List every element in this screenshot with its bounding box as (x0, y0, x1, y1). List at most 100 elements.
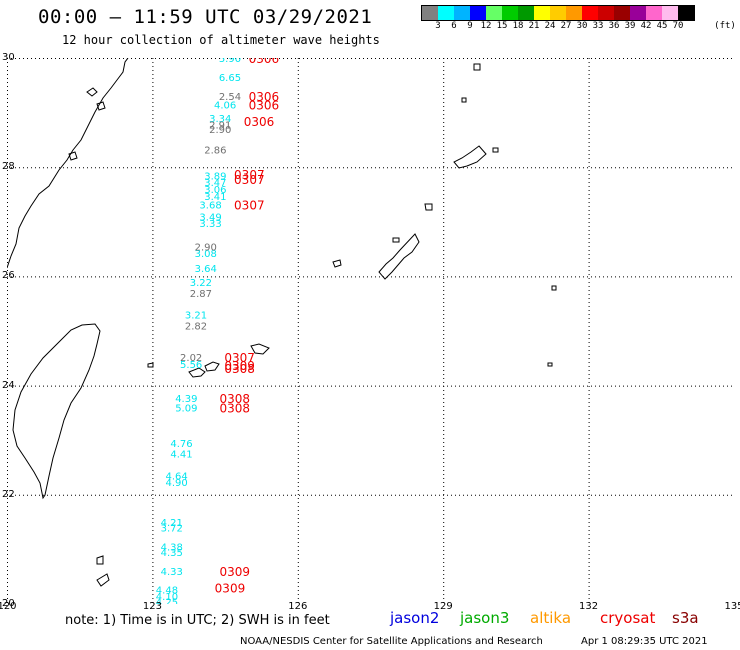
swh-value: 4.10 (156, 592, 178, 603)
color-bin-label: 9 (467, 21, 473, 31)
china-islet-3 (68, 151, 78, 161)
swh-value: 4.41 (170, 449, 192, 460)
color-bin (566, 6, 582, 20)
color-bin-label: 33 (592, 21, 604, 31)
swh-value: 3.68 (199, 200, 221, 211)
amami-island (453, 145, 487, 169)
pass-time-label: 0307 (224, 351, 255, 365)
axis-tick-label: 135 (724, 601, 740, 612)
color-bin (422, 6, 438, 20)
iriomote-island (204, 361, 220, 372)
swh-value: 3.08 (195, 249, 217, 260)
pass-time-label: 0308 (220, 392, 251, 406)
axis-tick-label: 28 (2, 161, 15, 173)
taiwan-coast (12, 323, 101, 500)
color-bin (598, 6, 614, 20)
swh-value: 5.90 (219, 58, 241, 65)
swh-value: 2.90 (195, 242, 217, 253)
swh-value: 3.33 (199, 219, 221, 230)
pass-time-label: 0309 (215, 582, 246, 596)
swh-value: 2.54 (219, 92, 241, 103)
swh-value: 3.34 (209, 114, 231, 125)
swh-value: 4.21 (161, 518, 183, 529)
axis-tick-label: 129 (433, 601, 453, 612)
axis-tick-label: 22 (2, 488, 15, 500)
okinawa-island (378, 233, 420, 280)
pass-time-labels: 0306030603060306030703070307030703090308… (215, 58, 279, 596)
swh-value: 3.49 (199, 212, 221, 223)
swh-observations: 5.90 6.65 4.06 3.34 3.893.473.063.413.683.49… (156, 58, 241, 604)
pass-time-label: 0308 (220, 401, 251, 415)
color-bin-label: 36 (608, 21, 620, 31)
color-bin (550, 6, 566, 20)
color-bin (678, 6, 694, 20)
color-bin (646, 6, 662, 20)
color-bin-label: 21 (528, 21, 540, 31)
axis-tick-label: 30 (2, 52, 15, 63)
color-bin-label: 27 (560, 21, 572, 31)
map-subtitle: 12 hour collection of altimeter wave hei… (62, 33, 380, 47)
coastlines (7, 58, 557, 587)
satellite-legend-item: jason3 (460, 609, 510, 627)
color-bin (582, 6, 598, 20)
swh-value: 2.90 (209, 125, 231, 136)
color-bin-label: 6 (451, 21, 457, 31)
lat-lon-grid (7, 58, 734, 604)
wave-height-color-scale (421, 5, 695, 21)
map-title: 00:00 – 11:59 UTC 03/29/2021 (38, 6, 373, 28)
swh-value: 4.38 (161, 543, 183, 554)
color-bin-label: 15 (496, 21, 508, 31)
altimeter-map: 5.90 6.65 4.06 3.34 3.893.473.063.413.683.49… (7, 58, 734, 604)
pass-time-label: 0306 (249, 58, 280, 66)
pass-time-label: 0307 (234, 173, 265, 187)
swh-value: 3.21 (185, 311, 207, 322)
swh-value: 4.35 (161, 548, 183, 559)
color-bin (486, 6, 502, 20)
miyako-island (250, 343, 270, 355)
batanes-island-2 (96, 573, 110, 587)
satellite-legend-item: s3a (672, 609, 699, 627)
pass-time-label: 0306 (249, 90, 280, 104)
axis-tick-label: 24 (2, 379, 15, 391)
color-bin (614, 6, 630, 20)
color-scale-unit: (ft) (714, 21, 736, 31)
china-islet-1 (86, 87, 98, 97)
tokuno-island (424, 203, 433, 211)
axis-tick-label: 20 (2, 598, 15, 609)
satellite-legend-item: cryosat (600, 609, 656, 627)
swh-value: 2.91 (209, 121, 231, 132)
kume-island (332, 259, 342, 268)
islet-north-3 (492, 147, 499, 153)
color-bin-label: 42 (640, 21, 652, 31)
swh-value: 2.87 (190, 289, 212, 300)
swh-value: 3.22 (190, 278, 212, 289)
swh-value: 4.48 (156, 585, 178, 596)
color-bin (518, 6, 534, 20)
islet-north-1 (473, 63, 481, 71)
satellite-legend-item: altika (530, 609, 572, 627)
color-bin-label: 3 (435, 21, 441, 31)
color-bin (470, 6, 486, 20)
swh-value: 4.06 (214, 100, 236, 111)
ishigaki-island (188, 367, 206, 378)
color-bin-label: 39 (624, 21, 636, 31)
pass-time-label: 0309 (224, 359, 255, 373)
swh-value: 3.41 (204, 192, 226, 203)
satellite-legend-item: jason2 (390, 609, 440, 627)
pass-time-label: 0309 (220, 565, 251, 579)
swh-value: 2.02 (180, 353, 202, 364)
swh-value: 4.39 (175, 394, 197, 405)
swh-value: 3.06 (204, 185, 226, 196)
swh-value: 5.56 (180, 360, 202, 371)
china-coast (7, 58, 129, 269)
color-bin (454, 6, 470, 20)
color-bin-label: 45 (656, 21, 668, 31)
swh-value: 2.82 (185, 322, 207, 333)
pass-time-label: 0306 (249, 98, 280, 112)
batanes-island-1 (96, 555, 104, 565)
swh-value: 4.25 (156, 597, 178, 604)
pass-time-label: 0308 (224, 362, 255, 376)
axis-tick-label: 26 (2, 270, 15, 282)
axis-tick-label: 123 (142, 601, 162, 612)
pass-time-label: 0307 (234, 198, 265, 212)
